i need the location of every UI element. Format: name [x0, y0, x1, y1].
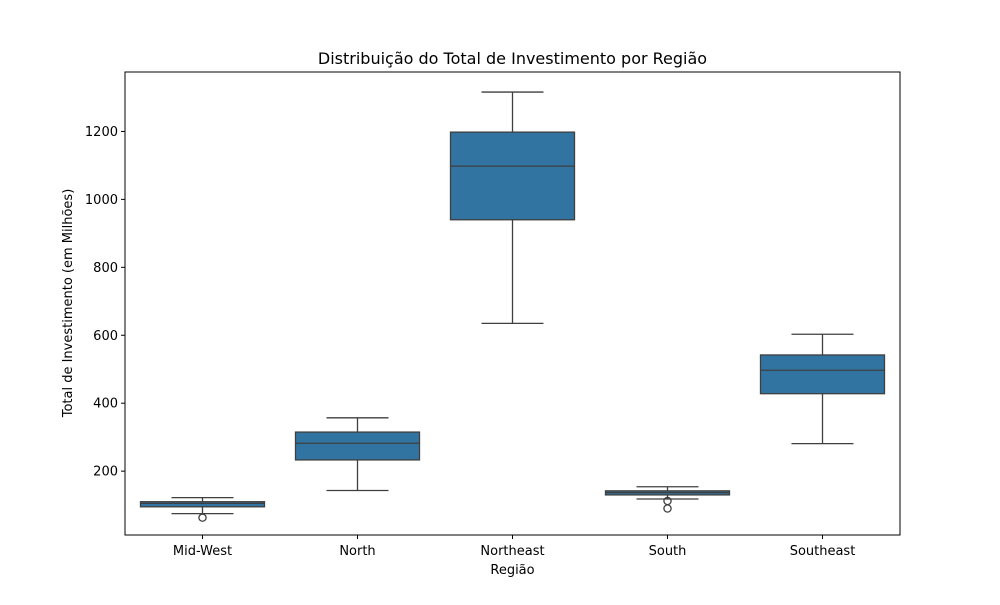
- x-tick-label: South: [649, 544, 687, 559]
- iqr-box: [759, 354, 886, 395]
- chart-title: Distribuição do Total de Investimento po…: [318, 49, 707, 68]
- axes: 200 400 600 800 1000 1200 Mid-West North Northea…: [85, 71, 901, 559]
- box-northeast: [449, 91, 576, 325]
- y-tick-label: 400: [93, 397, 118, 412]
- x-tick-label: Mid-West: [173, 544, 232, 559]
- plot-area: [139, 91, 886, 522]
- iqr-box: [139, 501, 266, 508]
- outlier-point: [663, 504, 672, 513]
- x-tick-label: Southeast: [790, 544, 856, 559]
- box-mid-west: [139, 496, 266, 522]
- x-axis-label: Região: [490, 563, 534, 578]
- y-tick-label: 200: [93, 465, 118, 480]
- outlier-point: [663, 496, 672, 506]
- y-tick-label: 1200: [85, 125, 118, 140]
- iqr-box: [294, 431, 421, 461]
- y-axis-label: Total de Investimento (em Milhões): [61, 189, 76, 419]
- outlier-point: [198, 513, 207, 522]
- x-tick-label: Northeast: [480, 544, 544, 559]
- iqr-box: [449, 131, 576, 221]
- box-southeast: [759, 333, 886, 445]
- box-south: [604, 486, 731, 513]
- box-north: [294, 417, 421, 492]
- y-tick-label: 1000: [85, 193, 118, 208]
- y-tick-label: 800: [93, 261, 118, 276]
- y-tick-label: 600: [93, 329, 118, 344]
- x-tick-label: North: [339, 544, 375, 559]
